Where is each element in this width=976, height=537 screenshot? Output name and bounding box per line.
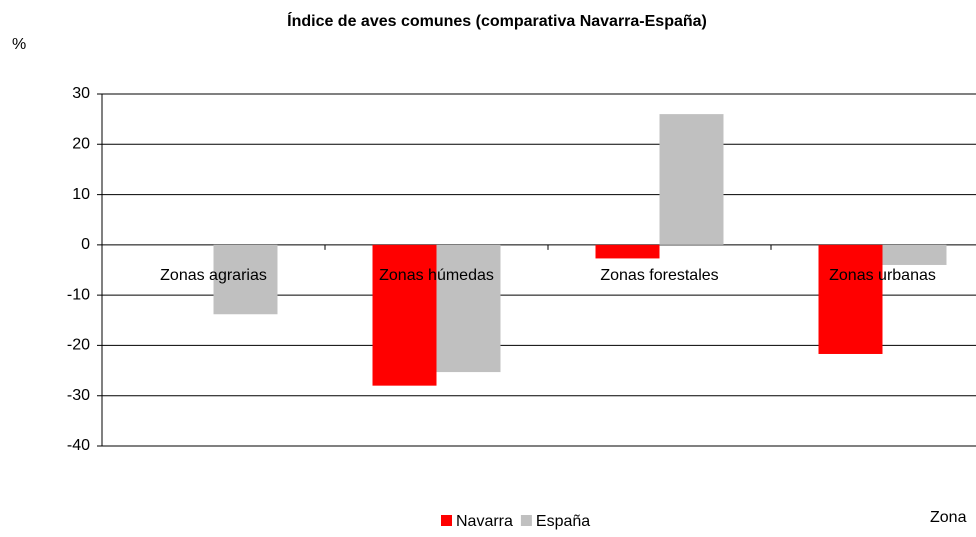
y-tick-label: 0 bbox=[81, 236, 90, 253]
y-axis-label: % bbox=[12, 36, 26, 53]
bar bbox=[213, 244, 278, 315]
y-tick-label: 10 bbox=[72, 186, 90, 203]
chart-title: Índice de aves comunes (comparativa Nava… bbox=[287, 11, 707, 30]
bar bbox=[436, 244, 501, 373]
y-tick-label: 30 bbox=[72, 85, 90, 102]
legend-swatch bbox=[520, 515, 532, 526]
bar bbox=[595, 244, 660, 259]
legend-label: España bbox=[536, 513, 590, 530]
x-tick-label: Zonas forestales bbox=[600, 267, 718, 284]
x-axis-label: Zona bbox=[930, 509, 967, 526]
bar bbox=[659, 114, 724, 245]
y-tick-label: -30 bbox=[67, 387, 90, 404]
x-tick-label: Zonas húmedas bbox=[379, 267, 494, 284]
y-tick-label: -10 bbox=[67, 286, 90, 303]
bar bbox=[882, 244, 947, 265]
bar bbox=[372, 244, 437, 386]
legend-label: Navarra bbox=[456, 513, 513, 530]
legend-swatch bbox=[441, 515, 452, 526]
y-tick-label: -20 bbox=[67, 337, 90, 354]
y-tick-label: 20 bbox=[72, 136, 90, 153]
x-tick-label: Zonas urbanas bbox=[829, 267, 936, 284]
x-tick-label: Zonas agrarias bbox=[160, 267, 267, 284]
y-tick-label: -40 bbox=[67, 437, 90, 454]
bar bbox=[818, 244, 883, 354]
